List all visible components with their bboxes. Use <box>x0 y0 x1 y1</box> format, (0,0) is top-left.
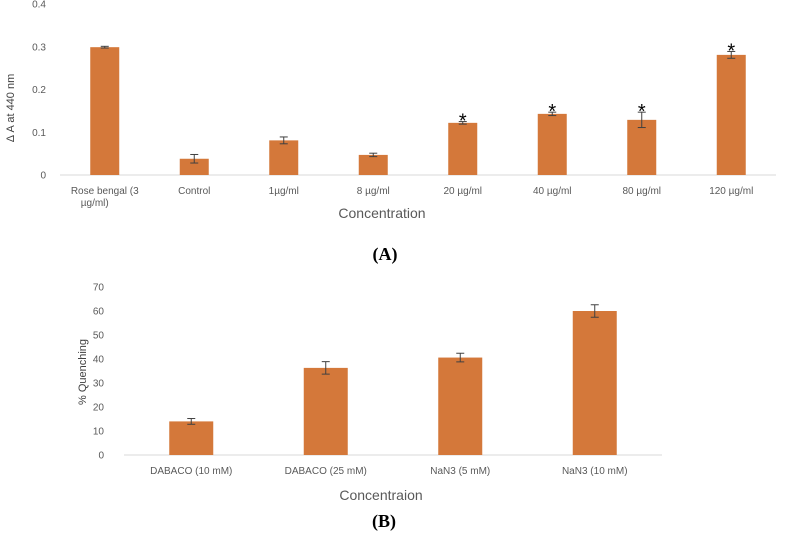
chart-b: % Quenching Concentraion (B) 0 10 20 30 40 50… <box>77 283 662 532</box>
chart-a-bar <box>448 122 478 175</box>
chart-a-category-label-line: 120 µg/ml <box>709 186 753 197</box>
chart-b-category-label-line: DABACO (10 mM) <box>150 466 232 477</box>
chart-a-bar <box>627 119 657 175</box>
chart-b-category-label-line: NaN3 (5 mM) <box>430 466 490 477</box>
chart-a-y-tick-label: 0.3 <box>32 42 46 53</box>
chart-a-panel-label: (A) <box>373 244 398 265</box>
chart-b-category-label: NaN3 (10 mM) <box>562 466 628 477</box>
chart-a-category-label-line: 20 µg/ml <box>443 186 482 197</box>
chart-a-x-axis-label: Concentration <box>338 205 425 221</box>
chart-b-category-label: DABACO (10 mM) <box>150 466 232 477</box>
chart-a-significance-star: * <box>548 101 556 123</box>
chart-a-category-label: Control <box>178 186 210 197</box>
chart-a-bar <box>537 113 567 175</box>
chart-a-category-label: Rose bengal (3 µg/ml) <box>71 186 139 209</box>
chart-a-category-label-line: Rose bengal (3 <box>71 186 139 197</box>
chart-a-bar <box>179 158 209 175</box>
chart-b-category-label: DABACO (25 mM) <box>285 466 367 477</box>
chart-a-category-label-line: 80 µg/ml <box>622 186 661 197</box>
chart-b-bar <box>438 357 483 455</box>
chart-a-bar <box>90 47 120 175</box>
chart-b-y-tick-label: 20 <box>93 403 105 414</box>
chart-a-category-label: 20 µg/ml <box>443 186 482 197</box>
chart-a-significance-star: * <box>638 101 646 123</box>
chart-b-category-label: NaN3 (5 mM) <box>430 466 490 477</box>
chart-b-bar <box>169 421 214 455</box>
chart-a-significance-star: * <box>459 111 467 133</box>
chart-a-category-label-line: µg/ml) <box>81 198 109 209</box>
chart-b-y-tick-label: 10 <box>93 427 105 438</box>
chart-b-category-label-line: NaN3 (10 mM) <box>562 466 628 477</box>
chart-a-category-label-line: 8 µg/ml <box>357 186 390 197</box>
chart-a-category-label: 40 µg/ml <box>533 186 572 197</box>
chart-a-y-tick-label: 0 <box>40 171 46 182</box>
chart-b-y-axis-label: % Quenching <box>77 339 89 405</box>
chart-a-category-label: 120 µg/ml <box>709 186 753 197</box>
chart-b-y-tick-label: 70 <box>93 283 105 294</box>
chart-b-category-label-line: DABACO (25 mM) <box>285 466 367 477</box>
chart-a: Δ A at 440 nm Concentration (A) 0 0.1 0.2 0… <box>5 0 776 265</box>
chart-a-y-axis-label: Δ A at 440 nm <box>5 74 17 143</box>
chart-a-category-label: 1µg/ml <box>269 186 299 197</box>
chart-a-bar <box>358 154 388 175</box>
chart-b-y-tick-label: 50 <box>93 331 105 342</box>
chart-a-y-tick-label: 0.2 <box>32 85 46 96</box>
chart-b-bar <box>572 311 617 455</box>
chart-b-y-tick-label: 60 <box>93 307 105 318</box>
chart-b-bar <box>303 367 348 455</box>
chart-b-x-axis-label: Concentraion <box>339 487 422 503</box>
chart-a-category-label: 8 µg/ml <box>357 186 390 197</box>
chart-a-category-label-line: Control <box>178 186 210 197</box>
chart-b-panel-label: (B) <box>372 511 396 532</box>
chart-a-significance-star: * <box>727 40 735 62</box>
chart-a-category-label-line: 1µg/ml <box>269 186 299 197</box>
chart-a-y-tick-label: 0.1 <box>32 128 46 139</box>
chart-a-y-tick-label: 0.4 <box>32 0 46 11</box>
chart-a-bar <box>269 140 299 175</box>
chart-b-y-tick-label: 40 <box>93 355 105 366</box>
chart-b-y-tick-label: 30 <box>93 379 105 390</box>
chart-a-bar <box>716 54 746 176</box>
chart-a-category-label-line: 40 µg/ml <box>533 186 572 197</box>
chart-b-y-tick-label: 0 <box>98 451 104 462</box>
chart-a-category-label: 80 µg/ml <box>622 186 661 197</box>
